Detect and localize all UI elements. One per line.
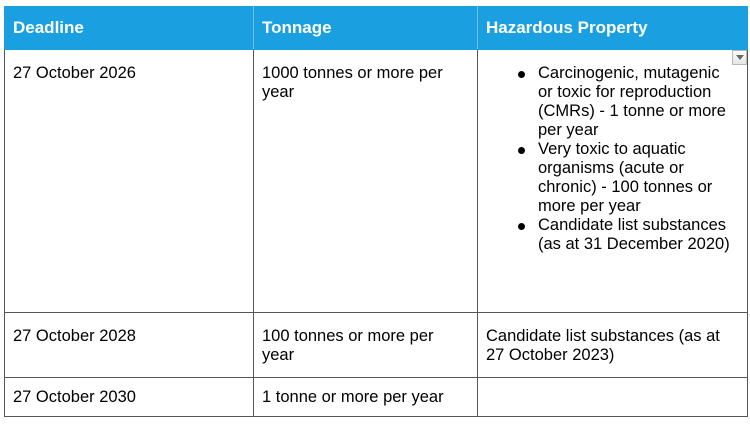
- deadline-cell: 27 October 2028: [4, 312, 254, 378]
- deadline-cell: 27 October 2030: [4, 377, 254, 417]
- header-tonnage: Tonnage: [253, 6, 478, 50]
- tonnage-cell: 1000 tonnes or more per year: [253, 49, 478, 313]
- tonnage-cell: 100 tonnes or more per year: [253, 312, 478, 378]
- table-row: 27 October 2028 100 tonnes or more per y…: [4, 312, 748, 378]
- table-row: 27 October 2026 1000 tonnes or more per …: [4, 49, 748, 313]
- hazard-cell: [477, 377, 748, 417]
- hazard-cell: Carcinogenic, mutagenic or toxic for rep…: [477, 49, 748, 313]
- hazard-cell: Candidate list substances (as at 27 Octo…: [477, 312, 748, 378]
- table-row: 27 October 2030 1 tonne or more per year: [4, 377, 748, 417]
- list-item: Very toxic to aquatic organisms (acute o…: [516, 140, 737, 216]
- deadline-cell: 27 October 2026: [4, 49, 254, 313]
- chevron-down-icon[interactable]: [732, 50, 747, 65]
- hazard-list: Carcinogenic, mutagenic or toxic for rep…: [486, 64, 737, 254]
- header-hazardous-property: Hazardous Property: [477, 6, 748, 50]
- list-item: Candidate list substances (as at 31 Dece…: [516, 216, 737, 254]
- tonnage-cell: 1 tonne or more per year: [253, 377, 478, 417]
- header-deadline: Deadline: [4, 6, 254, 50]
- list-item: Carcinogenic, mutagenic or toxic for rep…: [516, 64, 737, 140]
- deadline-table: Deadline Tonnage Hazardous Property 27 O…: [4, 6, 748, 417]
- table-header-row: Deadline Tonnage Hazardous Property: [4, 6, 748, 50]
